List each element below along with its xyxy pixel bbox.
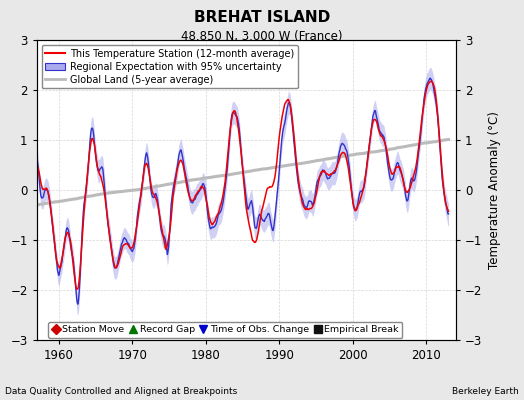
Text: Data Quality Controlled and Aligned at Breakpoints: Data Quality Controlled and Aligned at B…	[5, 387, 237, 396]
Y-axis label: Temperature Anomaly (°C): Temperature Anomaly (°C)	[488, 111, 501, 269]
Text: 48.850 N, 3.000 W (France): 48.850 N, 3.000 W (France)	[181, 30, 343, 43]
Text: Berkeley Earth: Berkeley Earth	[452, 387, 519, 396]
Legend: Station Move, Record Gap, Time of Obs. Change, Empirical Break: Station Move, Record Gap, Time of Obs. C…	[48, 322, 402, 338]
Text: BREHAT ISLAND: BREHAT ISLAND	[194, 10, 330, 25]
